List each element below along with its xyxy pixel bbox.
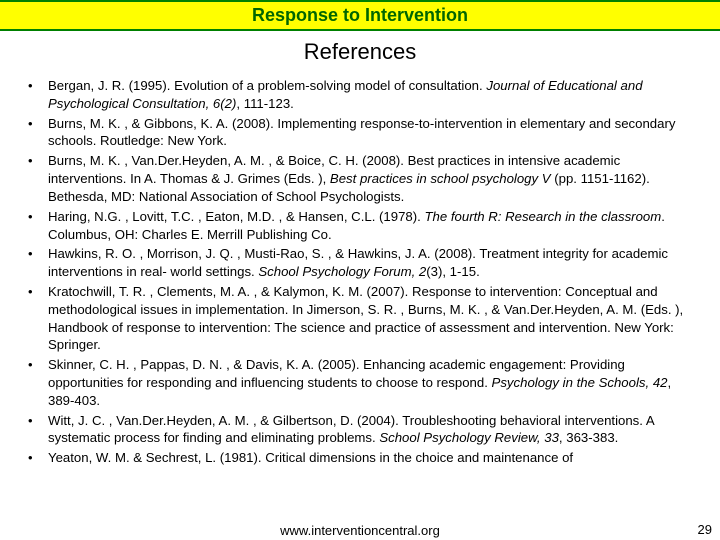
bullet-icon: • — [28, 208, 48, 244]
reference-text: Yeaton, W. M. & Sechrest, L. (1981). Cri… — [48, 449, 700, 467]
bullet-icon: • — [28, 152, 48, 205]
header-bar: Response to Intervention — [0, 0, 720, 31]
reference-item: •Skinner, C. H. , Pappas, D. N. , & Davi… — [28, 356, 700, 409]
bullet-icon: • — [28, 356, 48, 409]
section-title: References — [0, 39, 720, 65]
reference-text: Witt, J. C. , Van.Der.Heyden, A. M. , & … — [48, 412, 700, 448]
reference-item: •Yeaton, W. M. & Sechrest, L. (1981). Cr… — [28, 449, 700, 467]
bullet-icon: • — [28, 245, 48, 281]
reference-text: Skinner, C. H. , Pappas, D. N. , & Davis… — [48, 356, 700, 409]
reference-text: Bergan, J. R. (1995). Evolution of a pro… — [48, 77, 700, 113]
reference-item: •Haring, N.G. , Lovitt, T.C. , Eaton, M.… — [28, 208, 700, 244]
header-title: Response to Intervention — [252, 5, 468, 25]
bullet-icon: • — [28, 412, 48, 448]
page-number: 29 — [698, 522, 712, 537]
reference-text: Burns, M. K. , Van.Der.Heyden, A. M. , &… — [48, 152, 700, 205]
bullet-icon: • — [28, 449, 48, 467]
reference-item: •Witt, J. C. , Van.Der.Heyden, A. M. , &… — [28, 412, 700, 448]
bullet-icon: • — [28, 115, 48, 151]
reference-item: •Bergan, J. R. (1995). Evolution of a pr… — [28, 77, 700, 113]
reference-text: Burns, M. K. , & Gibbons, K. A. (2008). … — [48, 115, 700, 151]
reference-item: •Kratochwill, T. R. , Clements, M. A. , … — [28, 283, 700, 354]
reference-text: Haring, N.G. , Lovitt, T.C. , Eaton, M.D… — [48, 208, 700, 244]
bullet-icon: • — [28, 283, 48, 354]
reference-text: Kratochwill, T. R. , Clements, M. A. , &… — [48, 283, 700, 354]
reference-item: •Burns, M. K. , Van.Der.Heyden, A. M. , … — [28, 152, 700, 205]
reference-item: •Hawkins, R. O. , Morrison, J. Q. , Must… — [28, 245, 700, 281]
footer-url: www.interventioncentral.org — [0, 523, 720, 538]
reference-item: •Burns, M. K. , & Gibbons, K. A. (2008).… — [28, 115, 700, 151]
bullet-icon: • — [28, 77, 48, 113]
reference-text: Hawkins, R. O. , Morrison, J. Q. , Musti… — [48, 245, 700, 281]
references-list: •Bergan, J. R. (1995). Evolution of a pr… — [0, 77, 720, 467]
